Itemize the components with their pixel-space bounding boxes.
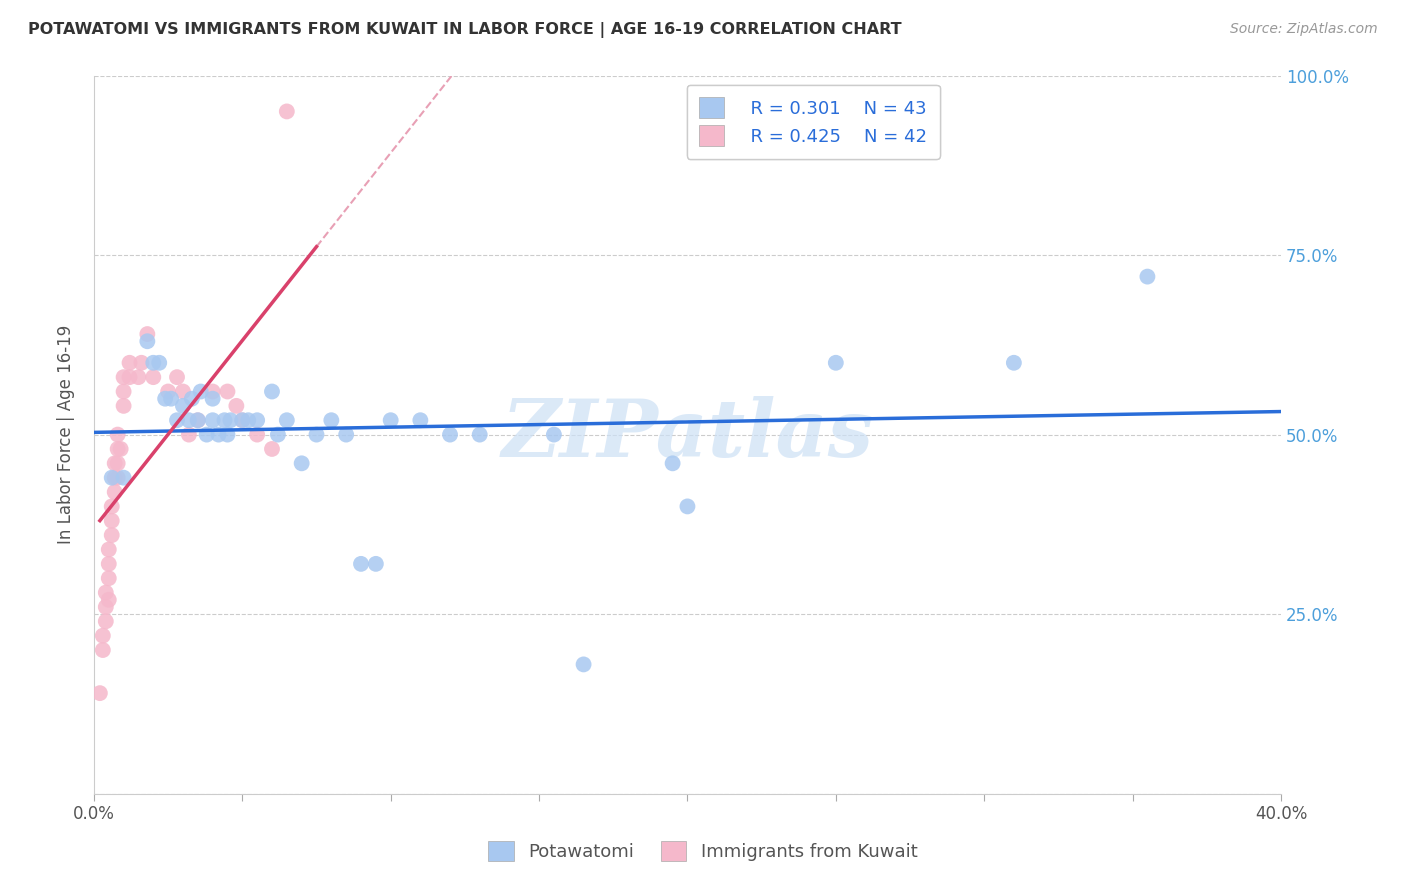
Point: [276, 104, 298, 119]
Point: [107, 456, 129, 470]
Point: [572, 657, 595, 672]
Point: [676, 500, 699, 514]
Point: [107, 442, 129, 456]
Point: [112, 370, 135, 384]
Text: POTAWATOMI VS IMMIGRANTS FROM KUWAIT IN LABOR FORCE | AGE 16-19 CORRELATION CHAR: POTAWATOMI VS IMMIGRANTS FROM KUWAIT IN …: [28, 22, 901, 38]
Point: [91, 629, 114, 643]
Point: [180, 392, 202, 406]
Point: [97, 571, 120, 585]
Point: [225, 399, 247, 413]
Point: [166, 413, 188, 427]
Point: [172, 384, 194, 399]
Point: [246, 413, 269, 427]
Point: [187, 413, 209, 427]
Point: [136, 334, 159, 349]
Point: [824, 356, 846, 370]
Point: [177, 413, 200, 427]
Point: [231, 413, 253, 427]
Point: [217, 384, 239, 399]
Point: [201, 413, 224, 427]
Point: [100, 514, 122, 528]
Point: [661, 456, 683, 470]
Point: [94, 615, 117, 629]
Point: [97, 557, 120, 571]
Point: [166, 370, 188, 384]
Point: [142, 356, 165, 370]
Point: [94, 599, 117, 614]
Point: [131, 356, 153, 370]
Point: [94, 585, 117, 599]
Point: [157, 384, 180, 399]
Point: [305, 427, 328, 442]
Point: [148, 356, 170, 370]
Point: [160, 392, 183, 406]
Point: [1136, 269, 1159, 284]
Point: [118, 370, 141, 384]
Point: [219, 413, 242, 427]
Point: [439, 427, 461, 442]
Point: [107, 427, 129, 442]
Point: [104, 456, 127, 470]
Point: [142, 370, 165, 384]
Point: [364, 557, 387, 571]
Point: [468, 427, 491, 442]
Point: [201, 384, 224, 399]
Point: [187, 413, 209, 427]
Point: [260, 384, 283, 399]
Point: [291, 456, 314, 470]
Point: [335, 427, 357, 442]
Text: Source: ZipAtlas.com: Source: ZipAtlas.com: [1230, 22, 1378, 37]
Point: [112, 399, 135, 413]
Point: [409, 413, 432, 427]
Point: [97, 542, 120, 557]
Point: [177, 427, 200, 442]
Point: [201, 392, 224, 406]
Point: [238, 413, 260, 427]
Point: [100, 500, 122, 514]
Point: [231, 413, 253, 427]
Point: [136, 327, 159, 342]
Point: [276, 413, 298, 427]
Point: [112, 471, 135, 485]
Legend: Potawatomi, Immigrants from Kuwait: Potawatomi, Immigrants from Kuwait: [475, 828, 931, 874]
Point: [214, 413, 236, 427]
Point: [380, 413, 402, 427]
Point: [89, 686, 111, 700]
Y-axis label: In Labor Force | Age 16-19: In Labor Force | Age 16-19: [58, 325, 75, 544]
Text: ZIPatlas: ZIPatlas: [502, 396, 873, 474]
Point: [195, 427, 218, 442]
Point: [91, 643, 114, 657]
Point: [246, 427, 269, 442]
Point: [97, 592, 120, 607]
Point: [100, 528, 122, 542]
Point: [127, 370, 149, 384]
Point: [1002, 356, 1025, 370]
Point: [153, 392, 176, 406]
Point: [350, 557, 373, 571]
Point: [260, 442, 283, 456]
Point: [267, 427, 290, 442]
Point: [112, 384, 135, 399]
Point: [104, 471, 127, 485]
Point: [207, 427, 229, 442]
Point: [110, 442, 132, 456]
Point: [543, 427, 565, 442]
Point: [107, 471, 129, 485]
Point: [104, 485, 127, 500]
Point: [217, 427, 239, 442]
Point: [172, 399, 194, 413]
Point: [118, 356, 141, 370]
Legend:   R = 0.301    N = 43,   R = 0.425    N = 42: R = 0.301 N = 43, R = 0.425 N = 42: [686, 85, 939, 159]
Point: [190, 384, 212, 399]
Point: [321, 413, 343, 427]
Point: [100, 471, 122, 485]
